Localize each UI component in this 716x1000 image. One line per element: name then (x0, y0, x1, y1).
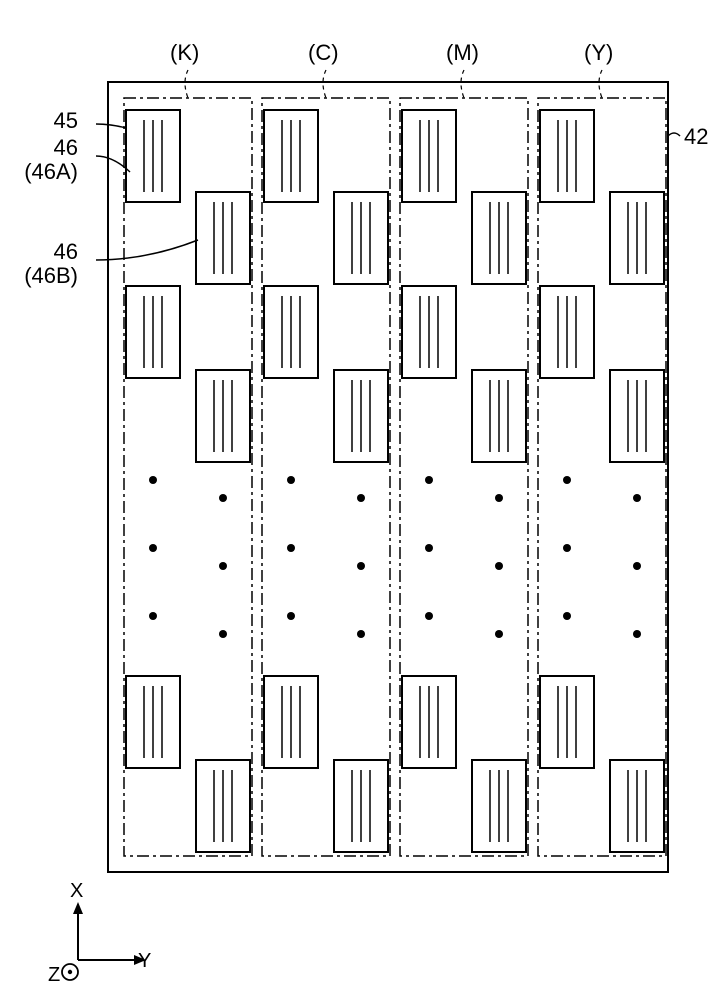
column-label-k: (K) (170, 40, 199, 66)
axis-label-y: Y (138, 950, 151, 973)
column-label-m: (M) (446, 40, 479, 66)
ref-label-46b-text: 46(46B) (24, 239, 78, 288)
axis-label-x: X (70, 880, 83, 903)
column-label-y: (Y) (584, 40, 613, 66)
ref-label-46a-text: 46(46A) (24, 135, 78, 184)
ref-label-45: 45 (30, 108, 78, 134)
ref-label-45-text: 45 (54, 108, 78, 133)
ref-label-46b: 46(46B) (18, 240, 78, 288)
diagram-canvas: (K) (C) (M) (Y) 45 46(46A) 46(46B) 42 X … (0, 0, 716, 1000)
ref-label-46a: 46(46A) (18, 136, 78, 184)
ref-label-42-text: 42 (684, 124, 708, 149)
axis-label-z: Z (48, 964, 60, 987)
column-label-c: (C) (308, 40, 339, 66)
diagram-svg (0, 0, 716, 1000)
ref-label-42: 42 (684, 124, 714, 150)
